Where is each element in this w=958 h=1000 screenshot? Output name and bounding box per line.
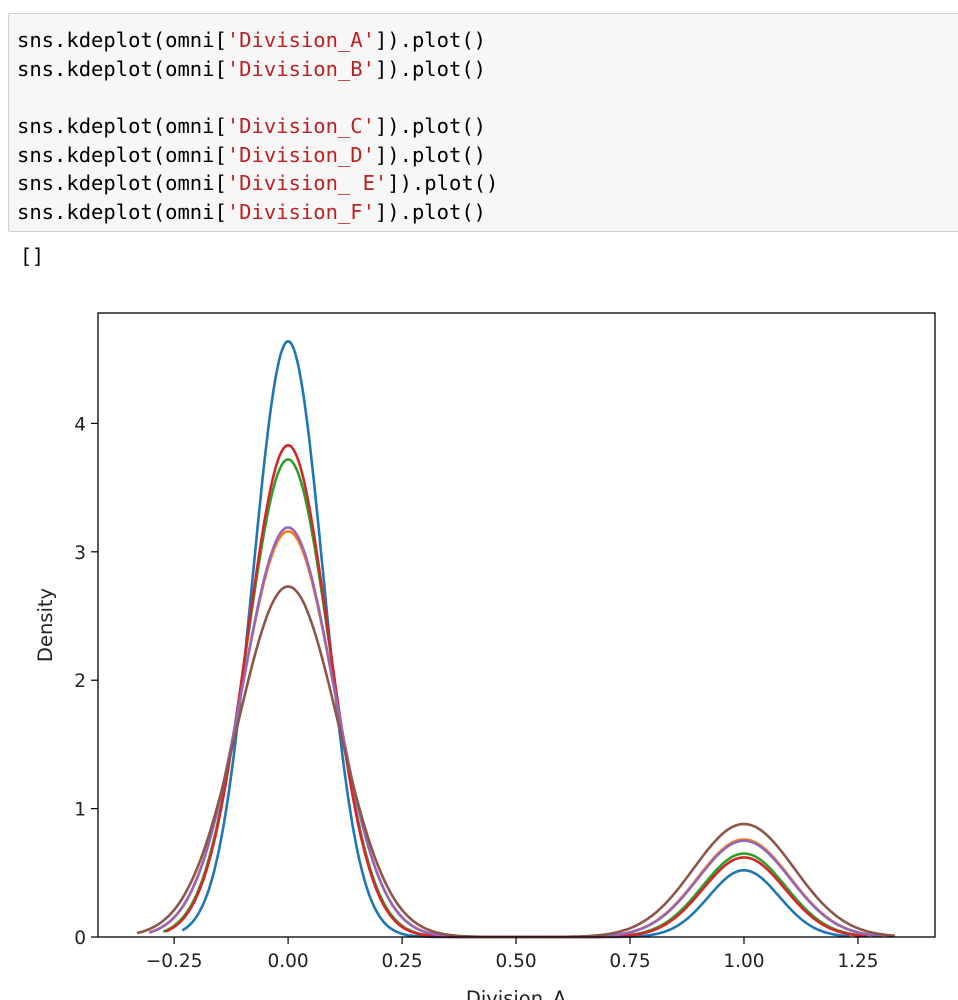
y-axis-label: Density [34, 588, 57, 662]
x-tick-label: −0.25 [146, 951, 203, 972]
y-tick-label: 2 [74, 671, 86, 692]
code-editor[interactable]: sns.kdeplot(omni['Division_A']).plot() sn… [17, 26, 498, 227]
kde-line-series-4 [165, 443, 867, 939]
code-string: 'Division_F' [226, 200, 375, 225]
x-tick-label: 1.25 [837, 951, 878, 972]
code-text: ]).plot() [374, 142, 487, 167]
code-line: sns.kdeplot(omni['Division_F']).plot() [17, 198, 498, 227]
code-string: 'Division_D' [226, 142, 375, 167]
code-text: sns.kdeplot(omni[ [17, 114, 227, 139]
code-string: 'Division_B' [226, 56, 375, 81]
code-line: sns.kdeplot(omni['Division_B']).plot() [17, 55, 498, 84]
code-text: ]).plot() [387, 171, 499, 196]
code-text: sns.kdeplot(omni[ [17, 142, 227, 167]
x-tick-label: 0.75 [609, 951, 650, 972]
code-line: sns.kdeplot(omni['Division_ E']).plot() [17, 169, 498, 198]
code-cell[interactable]: sns.kdeplot(omni['Division_A']).plot() sn… [8, 13, 958, 232]
code-text: ]).plot() [374, 56, 487, 81]
y-tick-label: 0 [74, 928, 86, 949]
y-tick-label: 4 [74, 414, 86, 435]
cell-output-text: [] [20, 244, 45, 268]
code-text: ]).plot() [374, 114, 487, 139]
y-tick-label: 3 [74, 543, 86, 564]
y-tick-label: 1 [74, 800, 86, 821]
kde-line-series-1 [181, 339, 850, 939]
code-line: sns.kdeplot(omni['Division_D']).plot() [17, 141, 498, 170]
code-line: sns.kdeplot(omni['Division_A']).plot() [17, 26, 498, 55]
plot-frame [97, 312, 936, 938]
code-text: sns.kdeplot(omni[ [17, 200, 227, 225]
x-tick-label: 0.25 [381, 951, 422, 972]
code-string: 'Division_A' [226, 28, 375, 52]
code-text: ]).plot() [374, 200, 487, 225]
x-tick-label: 0.00 [268, 951, 309, 972]
x-tick-label: 0.50 [495, 951, 536, 972]
code-string: 'Division_C' [226, 114, 375, 139]
x-tick-label: 1.00 [723, 951, 764, 972]
code-text: ]).plot() [374, 28, 487, 52]
code-text: sns.kdeplot(omni[ [17, 171, 227, 196]
code-text: sns.kdeplot(omni[ [17, 56, 227, 81]
code-line: sns.kdeplot(omni['Division_C']).plot() [17, 112, 498, 141]
code-string: 'Division_ E' [226, 171, 388, 196]
code-text: sns.kdeplot(omni[ [17, 28, 227, 52]
x-axis-label: Division_A [466, 987, 567, 1000]
